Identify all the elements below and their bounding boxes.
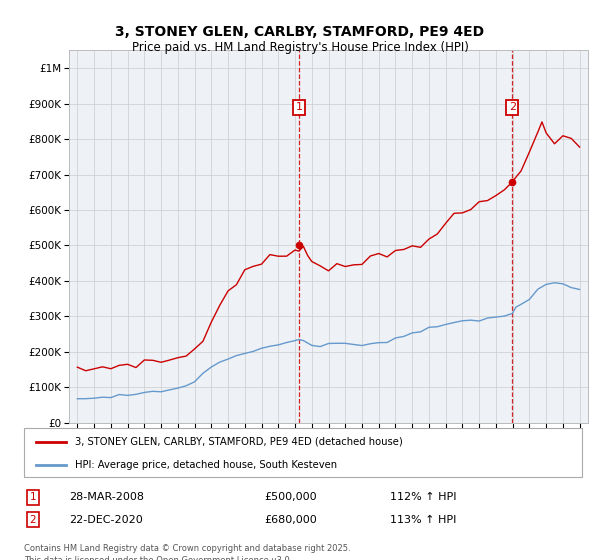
Text: HPI: Average price, detached house, South Kesteven: HPI: Average price, detached house, Sout… [75,460,337,470]
Text: £500,000: £500,000 [264,492,317,502]
Text: 1: 1 [29,492,37,502]
Text: 28-MAR-2008: 28-MAR-2008 [69,492,144,502]
Text: 113% ↑ HPI: 113% ↑ HPI [390,515,457,525]
Text: Price paid vs. HM Land Registry's House Price Index (HPI): Price paid vs. HM Land Registry's House … [131,41,469,54]
Text: 2: 2 [29,515,37,525]
Text: £680,000: £680,000 [264,515,317,525]
Text: 1: 1 [295,102,302,112]
Text: 2: 2 [509,102,516,112]
Text: 3, STONEY GLEN, CARLBY, STAMFORD, PE9 4ED: 3, STONEY GLEN, CARLBY, STAMFORD, PE9 4E… [115,25,485,39]
Text: 3, STONEY GLEN, CARLBY, STAMFORD, PE9 4ED (detached house): 3, STONEY GLEN, CARLBY, STAMFORD, PE9 4E… [75,437,403,447]
Text: Contains HM Land Registry data © Crown copyright and database right 2025.
This d: Contains HM Land Registry data © Crown c… [24,544,350,560]
Text: 112% ↑ HPI: 112% ↑ HPI [390,492,457,502]
Text: 22-DEC-2020: 22-DEC-2020 [69,515,143,525]
